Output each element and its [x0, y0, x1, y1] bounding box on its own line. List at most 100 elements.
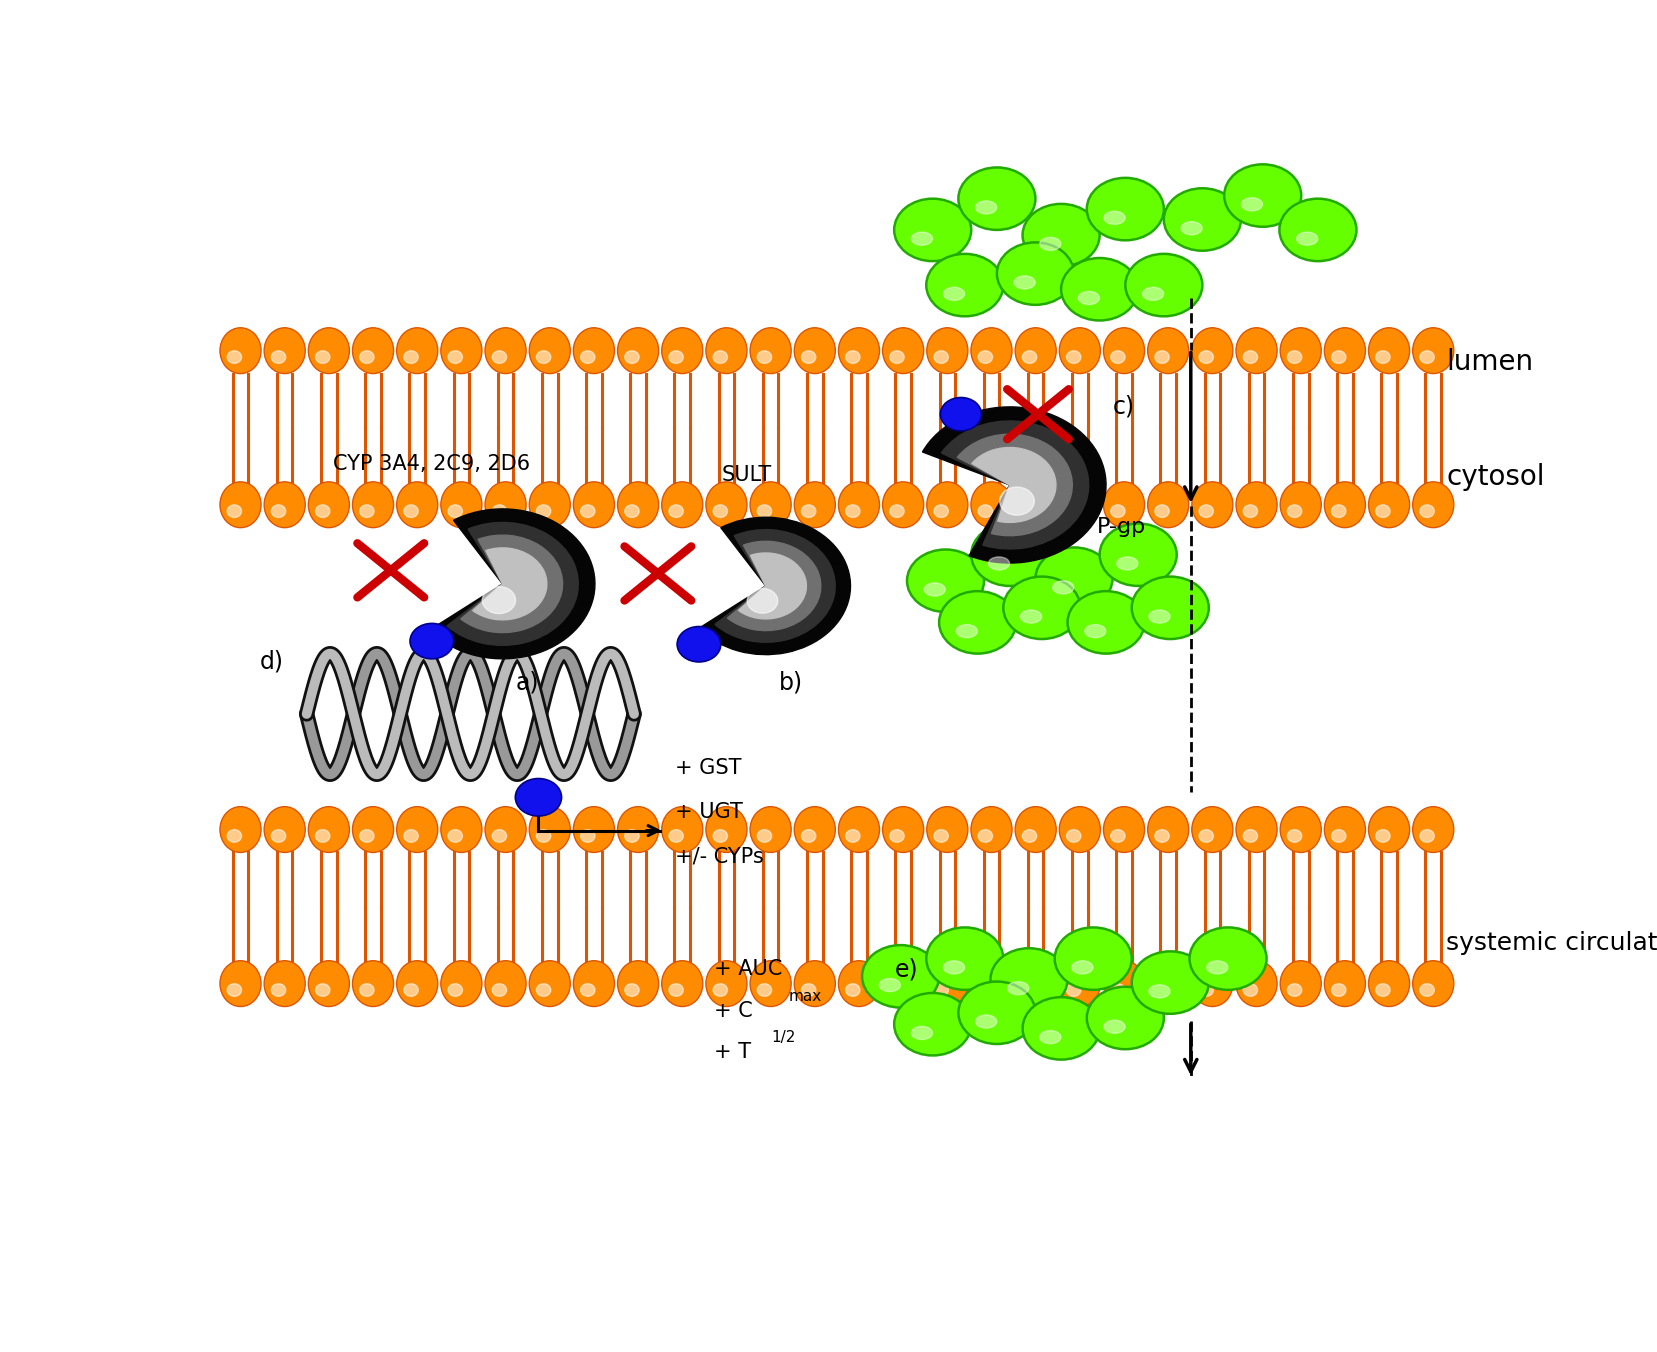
Ellipse shape	[486, 807, 527, 853]
Ellipse shape	[1039, 238, 1060, 250]
Text: a): a)	[515, 671, 539, 695]
Ellipse shape	[757, 350, 772, 364]
Ellipse shape	[1332, 350, 1345, 364]
Ellipse shape	[1067, 504, 1080, 518]
Ellipse shape	[1022, 984, 1037, 996]
Ellipse shape	[971, 961, 1012, 1006]
Ellipse shape	[447, 504, 462, 518]
Circle shape	[958, 982, 1036, 1044]
Ellipse shape	[1369, 807, 1410, 853]
Text: +/- CYPs: +/- CYPs	[674, 846, 764, 867]
Ellipse shape	[1369, 961, 1410, 1006]
Ellipse shape	[360, 350, 374, 364]
Ellipse shape	[1287, 984, 1302, 996]
Ellipse shape	[1079, 292, 1100, 304]
Ellipse shape	[1191, 481, 1233, 527]
Ellipse shape	[1110, 350, 1125, 364]
Ellipse shape	[618, 481, 658, 527]
Ellipse shape	[1059, 327, 1100, 373]
Ellipse shape	[751, 481, 790, 527]
Ellipse shape	[1007, 982, 1029, 995]
Ellipse shape	[1021, 610, 1042, 623]
Ellipse shape	[486, 327, 527, 373]
Ellipse shape	[883, 807, 923, 853]
Ellipse shape	[272, 504, 285, 518]
Ellipse shape	[943, 287, 964, 300]
Ellipse shape	[1243, 350, 1258, 364]
Ellipse shape	[625, 830, 640, 842]
Ellipse shape	[573, 327, 615, 373]
Ellipse shape	[713, 984, 727, 996]
Ellipse shape	[1191, 807, 1233, 853]
Text: systemic circulation: systemic circulation	[1447, 932, 1657, 955]
Ellipse shape	[1200, 830, 1213, 842]
Ellipse shape	[838, 807, 880, 853]
Ellipse shape	[802, 830, 815, 842]
Ellipse shape	[956, 625, 978, 638]
Ellipse shape	[360, 984, 374, 996]
Ellipse shape	[1016, 481, 1056, 527]
Ellipse shape	[911, 233, 933, 245]
Ellipse shape	[220, 327, 262, 373]
Ellipse shape	[926, 327, 968, 373]
Ellipse shape	[308, 481, 350, 527]
Ellipse shape	[1236, 481, 1278, 527]
Ellipse shape	[757, 984, 772, 996]
Text: SULT: SULT	[721, 465, 772, 484]
Text: max: max	[789, 988, 822, 1003]
Ellipse shape	[447, 350, 462, 364]
Ellipse shape	[529, 807, 570, 853]
Text: 1/2: 1/2	[771, 1030, 795, 1045]
Ellipse shape	[573, 807, 615, 853]
Ellipse shape	[492, 984, 507, 996]
Circle shape	[971, 523, 1049, 585]
Ellipse shape	[1067, 984, 1080, 996]
Ellipse shape	[308, 961, 350, 1006]
Ellipse shape	[625, 350, 640, 364]
Ellipse shape	[971, 327, 1012, 373]
Ellipse shape	[573, 961, 615, 1006]
Ellipse shape	[625, 504, 640, 518]
Ellipse shape	[1155, 504, 1170, 518]
Ellipse shape	[1148, 610, 1170, 623]
Ellipse shape	[1375, 984, 1390, 996]
Ellipse shape	[1155, 984, 1170, 996]
Circle shape	[1190, 927, 1266, 990]
Wedge shape	[461, 535, 563, 633]
Circle shape	[1054, 927, 1132, 990]
Circle shape	[515, 779, 562, 817]
Circle shape	[1002, 576, 1080, 639]
Ellipse shape	[890, 830, 905, 842]
Ellipse shape	[1104, 1021, 1125, 1033]
Ellipse shape	[1332, 984, 1345, 996]
Ellipse shape	[1022, 830, 1037, 842]
Ellipse shape	[441, 327, 482, 373]
Ellipse shape	[447, 984, 462, 996]
Ellipse shape	[845, 984, 860, 996]
Ellipse shape	[220, 807, 262, 853]
Ellipse shape	[404, 350, 418, 364]
Ellipse shape	[220, 481, 262, 527]
Ellipse shape	[1200, 984, 1213, 996]
Ellipse shape	[441, 961, 482, 1006]
Ellipse shape	[529, 327, 570, 373]
Text: CYP 3A4, 2C9, 2D6: CYP 3A4, 2C9, 2D6	[333, 454, 530, 475]
Ellipse shape	[404, 830, 418, 842]
Ellipse shape	[1236, 807, 1278, 853]
Ellipse shape	[1016, 327, 1056, 373]
Ellipse shape	[802, 350, 815, 364]
Ellipse shape	[1413, 481, 1453, 527]
Text: b): b)	[779, 671, 802, 695]
Ellipse shape	[890, 350, 905, 364]
Circle shape	[1060, 258, 1138, 320]
Ellipse shape	[1281, 327, 1321, 373]
Circle shape	[895, 199, 971, 261]
Ellipse shape	[971, 807, 1012, 853]
Ellipse shape	[943, 961, 964, 973]
Ellipse shape	[1016, 961, 1056, 1006]
Text: + AUC: + AUC	[714, 959, 782, 979]
Circle shape	[1125, 254, 1203, 316]
Ellipse shape	[447, 830, 462, 842]
Ellipse shape	[978, 984, 993, 996]
Ellipse shape	[308, 327, 350, 373]
